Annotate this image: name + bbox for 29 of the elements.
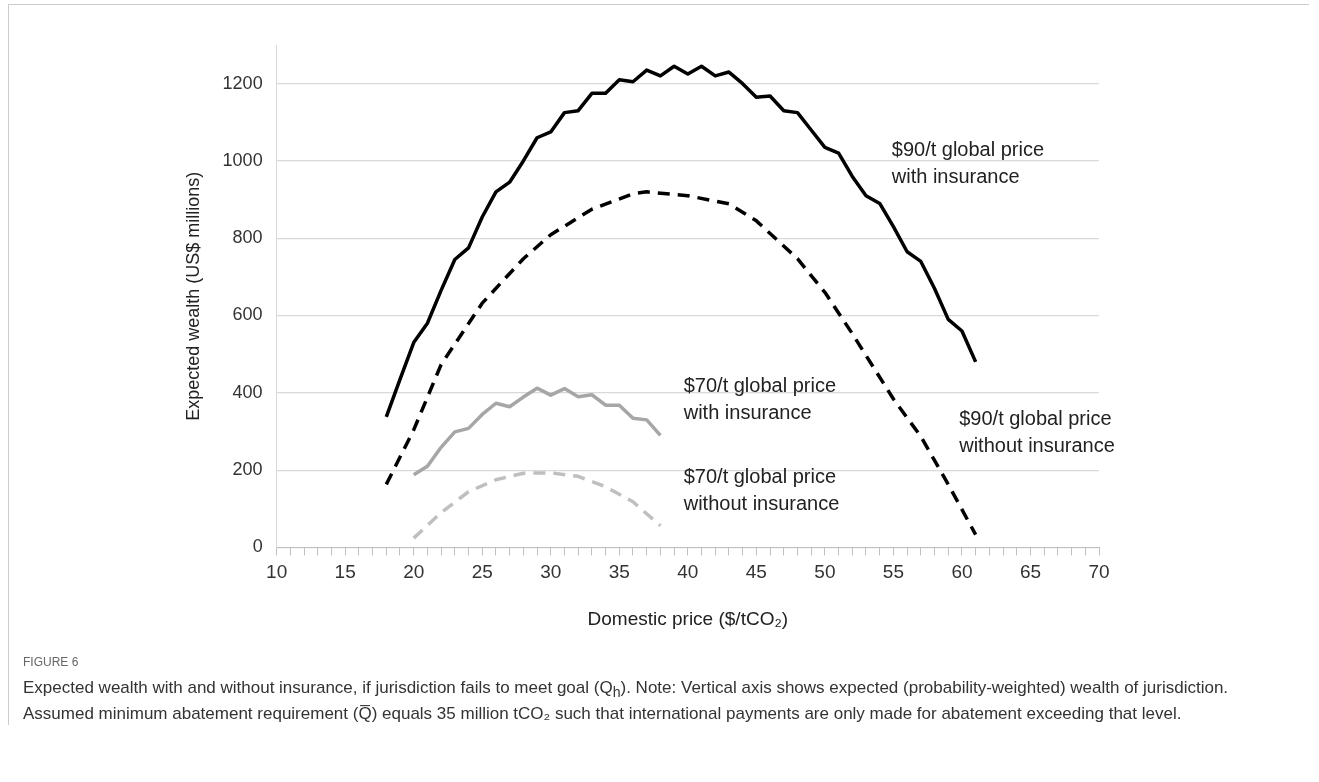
annotation: $70/t global price without insurance bbox=[682, 464, 840, 514]
x-tick-label: 50 bbox=[814, 561, 836, 583]
y-tick-label: 200 bbox=[232, 459, 263, 480]
caption: FIGURE 6 bbox=[23, 654, 80, 671]
x-tick-label: 65 bbox=[1019, 561, 1042, 583]
x-tick-label: 10 bbox=[266, 561, 288, 583]
annotation: $70/t global price with insurance bbox=[682, 374, 837, 424]
x-axis-title: Domestic price ($/tCO₂) bbox=[587, 607, 789, 629]
text: Expected wealth with and without insurance, if jurisdiction fails to meet goal (Q$_{h}$). Note: Vertical axis shows expected (probability-weighted) wealth of jurisdiction. Assumed minimum abatement requirement (Q̅) equals 35 million tCO₂ such that international payments are only made for abatement exceeding that level. bbox=[23, 677, 1230, 726]
y-tick-label: 1200 bbox=[222, 72, 263, 93]
x-tick-label: 70 bbox=[1088, 561, 1110, 583]
x-tick-label: 45 bbox=[745, 561, 767, 583]
x-tick-label: 30 bbox=[540, 561, 562, 583]
annotation: $90/t global price without insurance bbox=[958, 406, 1115, 456]
y-tick-label: 0 bbox=[252, 536, 263, 557]
line-series bbox=[411, 471, 663, 540]
annotation: $90/t global price with insurance bbox=[890, 137, 1045, 187]
y-tick-label: 400 bbox=[232, 381, 263, 402]
x-tick-label: 60 bbox=[951, 561, 973, 583]
y-tick-label: 1000 bbox=[222, 149, 263, 170]
y-tick-label: 600 bbox=[232, 304, 263, 325]
x-tick-label: 15 bbox=[334, 561, 356, 583]
x-tick-label: 55 bbox=[882, 561, 904, 583]
y-axis-title: Expected wealth (US$ millions) bbox=[182, 171, 203, 421]
x-tick-label: 20 bbox=[403, 561, 425, 583]
x-tick-label: 25 bbox=[471, 561, 493, 583]
x-tick-label: 35 bbox=[608, 561, 630, 583]
y-tick-label: 800 bbox=[232, 227, 263, 248]
x-tick-label: 40 bbox=[677, 561, 699, 583]
